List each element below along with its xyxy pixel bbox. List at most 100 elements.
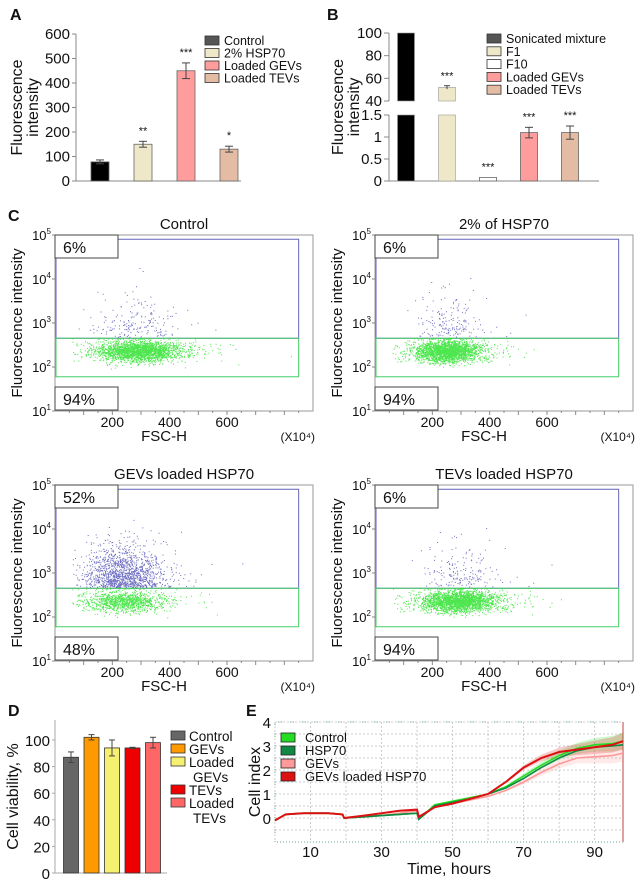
y-tick-label: 104 bbox=[352, 271, 371, 287]
y-tick-label: 1 bbox=[374, 129, 382, 146]
bar bbox=[561, 132, 579, 182]
legend-swatch bbox=[204, 35, 220, 46]
y-tick-label: 105 bbox=[32, 477, 51, 493]
legend-label: TEVs bbox=[193, 811, 226, 826]
y-tick-label: 80 bbox=[33, 760, 50, 777]
y-tick-label: 101 bbox=[352, 403, 371, 419]
lower-gate bbox=[375, 337, 620, 378]
y-axis-label: Fluorescence intensity bbox=[329, 248, 346, 398]
legend-swatch bbox=[204, 60, 220, 71]
y-tick-label: 80 bbox=[365, 48, 382, 65]
legend-swatch bbox=[280, 758, 296, 769]
scatter-points-high bbox=[411, 528, 553, 588]
x-axis-label: FSC-H bbox=[461, 678, 507, 695]
x-axis-label: FSC-H bbox=[461, 428, 507, 445]
subplot-title: 2% of HSP70 bbox=[459, 216, 549, 233]
x-tick-label: 600 bbox=[535, 664, 559, 680]
bar bbox=[145, 742, 161, 874]
legend-swatch bbox=[280, 732, 296, 743]
significance-label: * bbox=[227, 130, 232, 142]
y-tick-label: 400 bbox=[45, 75, 70, 92]
bar bbox=[176, 70, 196, 182]
flow-subplot: 2% of HSP70 101 102 103 104 105 200 400 600 FSC-H… bbox=[329, 216, 635, 445]
x-tick-label: 400 bbox=[158, 414, 182, 430]
y-axis-label-line2: intensity bbox=[25, 78, 42, 137]
subplot-title: GEVs loaded HSP70 bbox=[114, 466, 254, 483]
y-tick-label: 1 bbox=[263, 787, 271, 804]
scatter-points-high bbox=[78, 268, 217, 338]
lower-gate-percent: 94% bbox=[383, 392, 415, 409]
y-tick-label: 3 bbox=[263, 739, 271, 756]
bar-lower-segment bbox=[438, 114, 456, 182]
bar bbox=[219, 148, 239, 182]
lower-gate bbox=[55, 337, 300, 378]
plot-frame bbox=[54, 234, 314, 412]
lower-gate bbox=[375, 587, 620, 628]
y-tick-label: 104 bbox=[32, 271, 51, 287]
y-tick-label: 0 bbox=[374, 173, 382, 190]
bar bbox=[104, 747, 120, 874]
gate-percent-box bbox=[374, 484, 439, 509]
y-tick-label: 100 bbox=[25, 733, 50, 750]
y-tick-label: 103 bbox=[352, 315, 371, 331]
y-tick-label: 40 bbox=[365, 93, 382, 110]
x-tick-label: 70 bbox=[515, 844, 532, 861]
scatter-points-low bbox=[72, 587, 218, 619]
legend-swatch bbox=[170, 743, 186, 754]
y-tick-label: 105 bbox=[352, 477, 371, 493]
x-unit-label: (X10⁴) bbox=[601, 680, 636, 694]
legend-label: F10 bbox=[506, 58, 528, 72]
plot-frame bbox=[374, 234, 634, 412]
legend-swatch bbox=[204, 48, 220, 58]
significance-label: ** bbox=[139, 125, 148, 137]
panel-c: C Control 101 102 103 104 105 200 400 600 FSC-H (X1… bbox=[8, 208, 635, 695]
y-axis-label: Fluorescence intensity bbox=[9, 248, 26, 398]
y-tick-label: 0 bbox=[62, 173, 70, 190]
y-axis-label-line2: intensity bbox=[346, 78, 363, 137]
y-tick-label: 102 bbox=[32, 359, 51, 375]
scatter-points-low bbox=[393, 587, 562, 618]
x-tick-label: 90 bbox=[586, 844, 603, 861]
x-tick-label: 10 bbox=[302, 844, 319, 861]
gate-percent-box bbox=[54, 386, 119, 411]
legend-label: F1 bbox=[506, 45, 521, 59]
bar bbox=[63, 756, 79, 874]
legend-label: Loaded TEVs bbox=[506, 83, 582, 97]
significance-label: *** bbox=[441, 71, 455, 83]
gate-percent-box bbox=[54, 484, 119, 509]
x-unit-label: (X10⁴) bbox=[281, 680, 316, 694]
y-tick-label: 300 bbox=[45, 100, 70, 117]
flow-subplot: GEVs loaded HSP70 101 102 103 104 105 200 400 60… bbox=[9, 466, 315, 695]
x-axis-label: FSC-H bbox=[141, 428, 187, 445]
gate-percent-box bbox=[54, 636, 119, 661]
scatter-points-low bbox=[392, 337, 535, 368]
significance-label: *** bbox=[180, 47, 194, 59]
y-tick-label: 0.5 bbox=[361, 151, 382, 168]
legend-label: Loaded bbox=[189, 796, 234, 811]
scatter-points-high bbox=[407, 278, 527, 338]
significance-label: *** bbox=[482, 161, 496, 173]
legend-label: Loaded GEVs bbox=[506, 70, 584, 84]
upper-gate-percent: 6% bbox=[63, 240, 86, 257]
gate-percent-box bbox=[374, 636, 439, 661]
x-tick-label: 200 bbox=[101, 414, 125, 430]
x-axis-label: FSC-H bbox=[141, 678, 187, 695]
subplot-title: TEVs loaded HSP70 bbox=[435, 466, 573, 483]
legend-swatch bbox=[486, 33, 502, 44]
bar bbox=[83, 736, 100, 874]
lower-gate-percent: 48% bbox=[63, 642, 95, 659]
legend-swatch bbox=[486, 84, 502, 95]
plot-frame bbox=[374, 484, 634, 662]
legend-label: TEVs bbox=[189, 783, 222, 798]
gate-percent-box bbox=[374, 234, 439, 259]
bar bbox=[133, 143, 153, 182]
y-tick-label: 101 bbox=[32, 653, 51, 669]
legend-label: Loaded bbox=[189, 755, 234, 770]
legend-label: GEVs bbox=[305, 756, 339, 771]
bar-upper-segment bbox=[397, 32, 415, 102]
bar bbox=[479, 177, 497, 182]
lower-gate-percent: 94% bbox=[63, 392, 95, 409]
panel-a: A 0 100 200 300 400 500 600 Fluorescence intensit… bbox=[9, 7, 302, 190]
legend-swatch bbox=[486, 59, 502, 69]
